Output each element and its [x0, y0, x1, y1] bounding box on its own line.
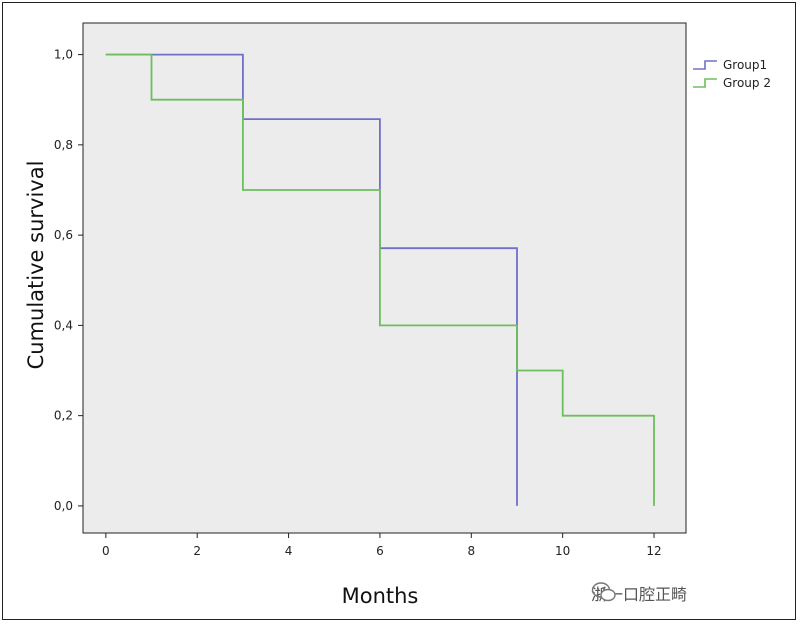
survival-chart: 0,0 0,2 0,4 0,6 0,8 1,0 0 2 4 6 8 10 12 Months Cumu… — [24, 22, 771, 608]
y-axis-title: Cumulative survival — [24, 161, 48, 370]
plot-area — [82, 22, 687, 534]
series-layer — [105, 53, 655, 506]
x-tick-label: 8 — [467, 544, 475, 558]
chart-frame: 0,0 0,2 0,4 0,6 0,8 1,0 0 2 4 6 8 10 12 Months Cumu… — [2, 2, 796, 620]
x-tick-label: 6 — [376, 544, 384, 558]
y-axis: 0,0 0,2 0,4 0,6 0,8 1,0 — [54, 48, 83, 513]
y-tick-label: 0,4 — [54, 318, 73, 332]
x-tick-label: 12 — [646, 544, 661, 558]
y-tick-label: 0,0 — [54, 499, 73, 513]
y-tick-label: 0,6 — [54, 228, 73, 242]
legend: Group1 Group 2 — [693, 58, 771, 90]
series-line-group-2 — [105, 53, 655, 506]
x-axis-title: Months — [342, 584, 419, 608]
legend-label: Group1 — [723, 58, 767, 72]
legend-label: Group 2 — [723, 76, 771, 90]
series-line-group-1 — [105, 53, 518, 506]
y-tick-label: 0,8 — [54, 138, 73, 152]
watermark-text: 浙一口腔正畸 — [591, 585, 688, 604]
x-tick-label: 10 — [555, 544, 570, 558]
y-tick-label: 0,2 — [54, 409, 73, 423]
x-tick-label: 4 — [285, 544, 293, 558]
wechat-icon — [591, 582, 616, 602]
legend-swatch — [693, 60, 717, 70]
x-tick-label: 2 — [193, 544, 201, 558]
y-tick-label: 1,0 — [54, 48, 73, 62]
x-axis: 0 2 4 6 8 10 12 — [102, 533, 662, 558]
x-tick-label: 0 — [102, 544, 110, 558]
watermark: 浙一口腔正畸 — [591, 581, 687, 605]
legend-swatch — [693, 78, 717, 88]
